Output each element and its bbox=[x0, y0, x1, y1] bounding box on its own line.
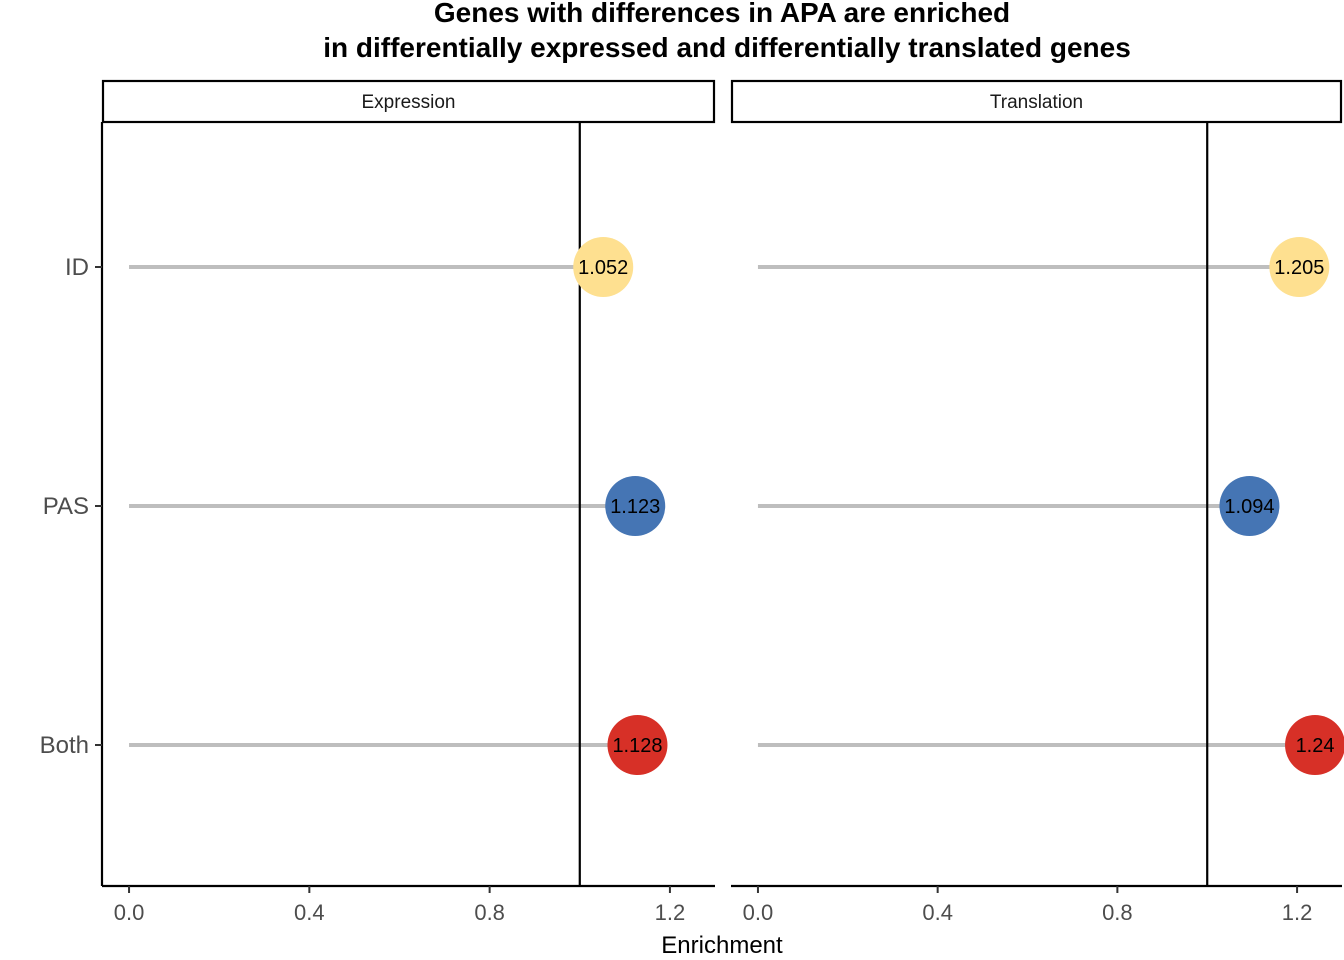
facet-panels: Expression 1.052 1.123 1.128 0.0 0.4 0.8 1.2 ID P… bbox=[40, 79, 1344, 925]
x-tick-label: 0.8 bbox=[1102, 900, 1133, 925]
x-tick-label: 0.8 bbox=[474, 900, 505, 925]
y-tick-label-both: Both bbox=[40, 732, 89, 759]
y-tick-label-pas: PAS bbox=[43, 493, 89, 520]
facet-strip-label: Expression bbox=[362, 92, 456, 113]
chart-title-line-1: Genes with differences in APA are enrich… bbox=[434, 0, 1010, 28]
data-label-id: 1.205 bbox=[1274, 257, 1324, 279]
point-id bbox=[573, 237, 634, 297]
x-tick-label: 1.2 bbox=[1282, 900, 1313, 925]
data-label-both: 1.24 bbox=[1296, 735, 1335, 757]
point-pas bbox=[1219, 476, 1280, 536]
panel-expression: Expression 1.052 1.123 1.128 0.0 0.4 0.8 1.2 ID P… bbox=[40, 79, 716, 925]
chart-title-line-2: in differentially expressed and differen… bbox=[323, 32, 1131, 63]
facet-strip-translation bbox=[730, 79, 1343, 124]
point-id bbox=[1269, 237, 1330, 297]
x-axis-title: Enrichment bbox=[661, 932, 783, 959]
y-tick-label-id: ID bbox=[65, 254, 89, 281]
point-pas bbox=[605, 476, 666, 536]
data-label-pas: 1.094 bbox=[1224, 496, 1274, 518]
x-tick-label: 0.0 bbox=[743, 900, 774, 925]
data-label-both: 1.128 bbox=[612, 735, 662, 757]
point-both bbox=[607, 715, 668, 775]
facet-strip-label: Translation bbox=[990, 92, 1083, 113]
data-label-pas: 1.123 bbox=[610, 496, 660, 518]
x-tick-label: 0.0 bbox=[114, 900, 145, 925]
point-both bbox=[1285, 715, 1344, 775]
panel-translation: Translation 1.205 1.094 1.24 0.0 0.4 0.8 1.2 bbox=[730, 79, 1344, 925]
data-label-id: 1.052 bbox=[578, 257, 628, 279]
facet-strip-expression bbox=[101, 79, 716, 124]
x-tick-label: 1.2 bbox=[655, 900, 686, 925]
x-tick-label: 0.4 bbox=[294, 900, 325, 925]
x-tick-label: 0.4 bbox=[922, 900, 953, 925]
